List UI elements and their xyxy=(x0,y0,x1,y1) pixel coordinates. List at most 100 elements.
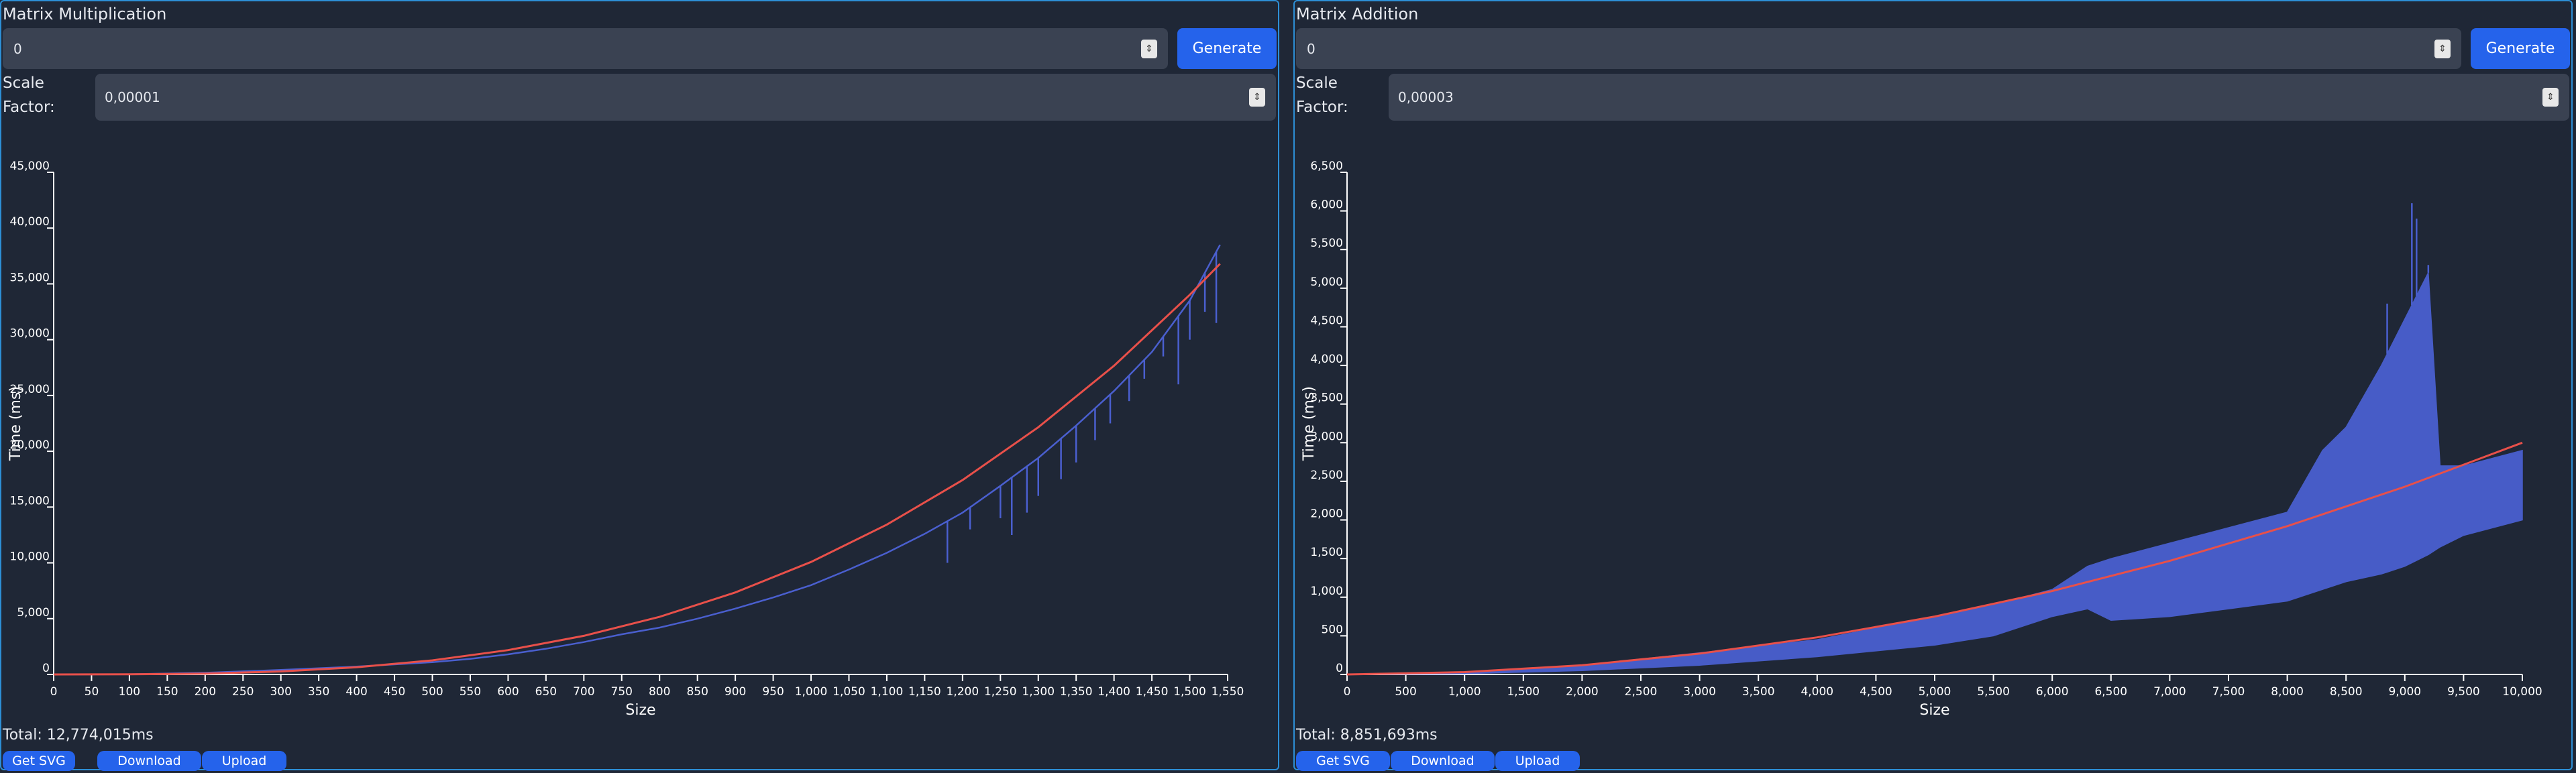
generate-button[interactable]: Generate xyxy=(1177,28,1277,69)
upload-button[interactable]: Upload xyxy=(1495,751,1580,771)
x-tick-label: 2,000 xyxy=(1566,685,1599,699)
total-time: Total: 8,851,693ms xyxy=(1296,727,1438,744)
panel-title: Matrix Multiplication xyxy=(3,5,167,23)
size-input[interactable]: 0 ⇕ xyxy=(1296,28,2461,69)
generate-button[interactable]: Generate xyxy=(2471,28,2570,69)
x-tick-label: 700 xyxy=(573,685,594,699)
x-tick-label: 550 xyxy=(460,685,481,699)
x-tick-label: 1,050 xyxy=(833,685,865,699)
total-time: Total: 12,774,015ms xyxy=(3,727,154,744)
x-tick-label: 400 xyxy=(345,685,367,699)
panel-title: Matrix Addition xyxy=(1296,5,1419,23)
x-tick-label: 850 xyxy=(686,685,708,699)
x-tick-label: 1,150 xyxy=(908,685,941,699)
scale-factor-input[interactable]: 0,00001 ⇕ xyxy=(95,74,1276,121)
x-tick-label: 800 xyxy=(649,685,670,699)
x-tick-label: 1,000 xyxy=(1448,685,1481,699)
matrix-addition-panel: Matrix Addition 0 ⇕ Generate Scale Facto… xyxy=(1293,0,2573,771)
scale-factor-label: Scale Factor: xyxy=(1296,74,1348,116)
x-tick-label: 9,000 xyxy=(2388,685,2421,699)
x-tick-label: 950 xyxy=(762,685,784,699)
multiplication-chart: 0 50 100 150 200 250 300 350 400 450 500 550 600 650 7… xyxy=(7,160,1244,719)
x-tick-label: 1,250 xyxy=(984,685,1017,699)
x-tick-label: 1,450 xyxy=(1136,685,1169,699)
get-svg-button[interactable]: Get SVG xyxy=(3,751,75,771)
upload-button[interactable]: Upload xyxy=(202,751,286,771)
y-tick-label: 2,000 xyxy=(1310,508,1343,521)
y-tick-label: 1,000 xyxy=(1310,585,1343,598)
x-tick-label: 250 xyxy=(232,685,254,699)
x-tick-label: 150 xyxy=(156,685,178,699)
x-tick-label: 1,300 xyxy=(1022,685,1055,699)
x-tick-label: 7,000 xyxy=(2153,685,2186,699)
y-tick-label: 1,500 xyxy=(1310,546,1343,559)
y-tick-label: 6,000 xyxy=(1310,198,1343,212)
scale-factor-label: Scale Factor: xyxy=(3,74,55,116)
y-tick-label: 6,500 xyxy=(1310,160,1343,173)
spinner-icon[interactable]: ⇕ xyxy=(2434,40,2451,58)
x-tick-label: 5,000 xyxy=(1919,685,1951,699)
y-tick-label: 0 xyxy=(42,662,50,675)
y-tick-label: 45,000 xyxy=(10,160,50,173)
x-tick-label: 3,500 xyxy=(1742,685,1775,699)
y-tick-label: 25,000 xyxy=(10,383,50,396)
spinner-icon[interactable]: ⇕ xyxy=(2542,88,2559,107)
x-tick-label: 8,000 xyxy=(2271,685,2304,699)
x-tick-label: 7,500 xyxy=(2212,685,2245,699)
size-input-value: 0 xyxy=(1307,41,1316,57)
x-tick-label: 4,000 xyxy=(1801,685,1833,699)
get-svg-button[interactable]: Get SVG xyxy=(1296,751,1390,771)
fit-line xyxy=(1346,441,2523,676)
x-tick-label: 0 xyxy=(1344,685,1351,699)
x-axis-title: Size xyxy=(625,702,655,719)
x-tick-label: 1,500 xyxy=(1173,685,1206,699)
y-tick-label: 5,000 xyxy=(1310,276,1343,289)
y-tick-label: 500 xyxy=(1322,623,1343,636)
y-axis-title: Time (ms) xyxy=(7,386,24,461)
y-tick-label: 2,500 xyxy=(1310,469,1343,482)
x-tick-label: 6,000 xyxy=(2036,685,2069,699)
spinner-icon[interactable]: ⇕ xyxy=(1141,40,1157,58)
x-tick-label: 500 xyxy=(1395,685,1416,699)
x-tick-label: 4,500 xyxy=(1860,685,1892,699)
x-tick-label: 9,500 xyxy=(2447,685,2480,699)
x-tick-label: 750 xyxy=(611,685,633,699)
addition-chart: 0 500 1,000 1,500 2,000 2,500 3,000 3,500 4,000 4… xyxy=(1301,160,2542,719)
x-axis-title: Size xyxy=(1919,702,1949,719)
download-button[interactable]: Download xyxy=(97,751,201,771)
x-tick-label: 1,100 xyxy=(871,685,904,699)
y-tick-label: 10,000 xyxy=(10,550,50,564)
y-tick-label: 15,000 xyxy=(10,494,50,508)
x-tick-label: 1,400 xyxy=(1097,685,1130,699)
spinner-icon[interactable]: ⇕ xyxy=(1249,88,1265,107)
size-input-value: 0 xyxy=(13,41,22,57)
measured-band xyxy=(1346,270,2523,675)
x-tick-label: 1,000 xyxy=(795,685,828,699)
y-tick-label: 35,000 xyxy=(10,271,50,284)
size-input[interactable]: 0 ⇕ xyxy=(3,28,1168,69)
x-tick-label: 200 xyxy=(195,685,216,699)
y-tick-label: 4,000 xyxy=(1310,353,1343,366)
y-tick-label: 40,000 xyxy=(10,215,50,229)
x-tick-label: 500 xyxy=(421,685,443,699)
x-tick-label: 2,500 xyxy=(1625,685,1658,699)
y-tick-label: 20,000 xyxy=(10,438,50,452)
y-tick-label: 4,500 xyxy=(1310,314,1343,327)
x-tick-label: 900 xyxy=(724,685,746,699)
x-tick-label: 6,500 xyxy=(2094,685,2127,699)
fit-line xyxy=(53,263,1221,676)
matrix-multiplication-panel: Matrix Multiplication 0 ⇕ Generate Scale… xyxy=(0,0,1279,771)
x-tick-label: 50 xyxy=(85,685,99,699)
scale-factor-input[interactable]: 0,00003 ⇕ xyxy=(1389,74,2569,121)
x-tick-label: 1,350 xyxy=(1060,685,1093,699)
scale-factor-value: 0,00003 xyxy=(1398,89,1454,105)
x-tick-label: 1,550 xyxy=(1212,685,1244,699)
download-button[interactable]: Download xyxy=(1391,751,1495,771)
x-tick-label: 3,000 xyxy=(1683,685,1716,699)
x-tick-label: 450 xyxy=(384,685,405,699)
x-tick-label: 300 xyxy=(270,685,291,699)
y-tick-label: 3,000 xyxy=(1310,430,1343,443)
measured-line xyxy=(53,244,1221,676)
x-tick-label: 1,500 xyxy=(1507,685,1540,699)
x-tick-label: 10,000 xyxy=(2502,685,2542,699)
